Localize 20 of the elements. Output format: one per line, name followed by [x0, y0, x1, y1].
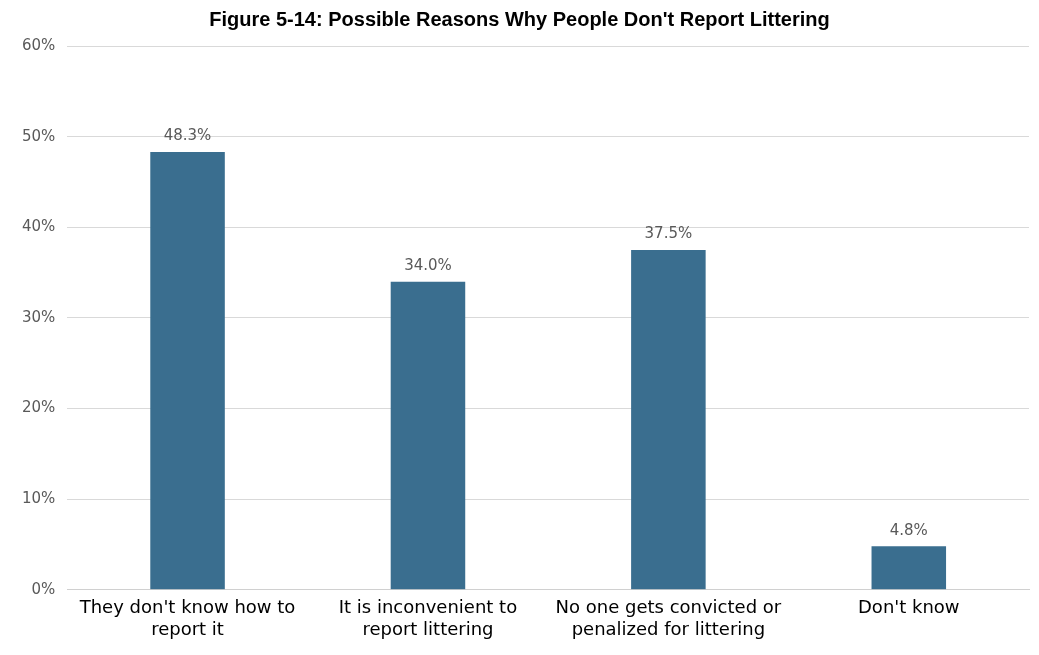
- bar: [631, 249, 706, 590]
- data-label: 37.5%: [644, 224, 693, 243]
- y-tick-label: 30%: [22, 307, 56, 326]
- chart-title: Figure 5-14: Possible Reasons Why People Don't Report Littering: [209, 7, 830, 30]
- x-tick-label: No one gets convicted or penalized for littering: [555, 596, 782, 639]
- x-tick-label: It is inconvenient to report littering: [338, 596, 518, 639]
- y-tick-label: 40%: [22, 217, 56, 236]
- bar: [871, 546, 947, 590]
- y-tick-label: 10%: [22, 489, 56, 508]
- data-label: 4.8%: [889, 520, 928, 539]
- x-tick-label: They don't know how to report it: [78, 596, 296, 639]
- y-tick-label: 50%: [22, 126, 56, 145]
- y-tick-label: 0%: [31, 579, 56, 598]
- x-tick-label: Don't know: [858, 596, 960, 618]
- data-label: 48.3%: [163, 126, 212, 145]
- y-tick-label: 20%: [22, 398, 56, 417]
- bar: [390, 281, 466, 590]
- data-label: 34.0%: [404, 256, 452, 275]
- bar: [150, 152, 225, 590]
- y-tick-label: 60%: [22, 35, 56, 54]
